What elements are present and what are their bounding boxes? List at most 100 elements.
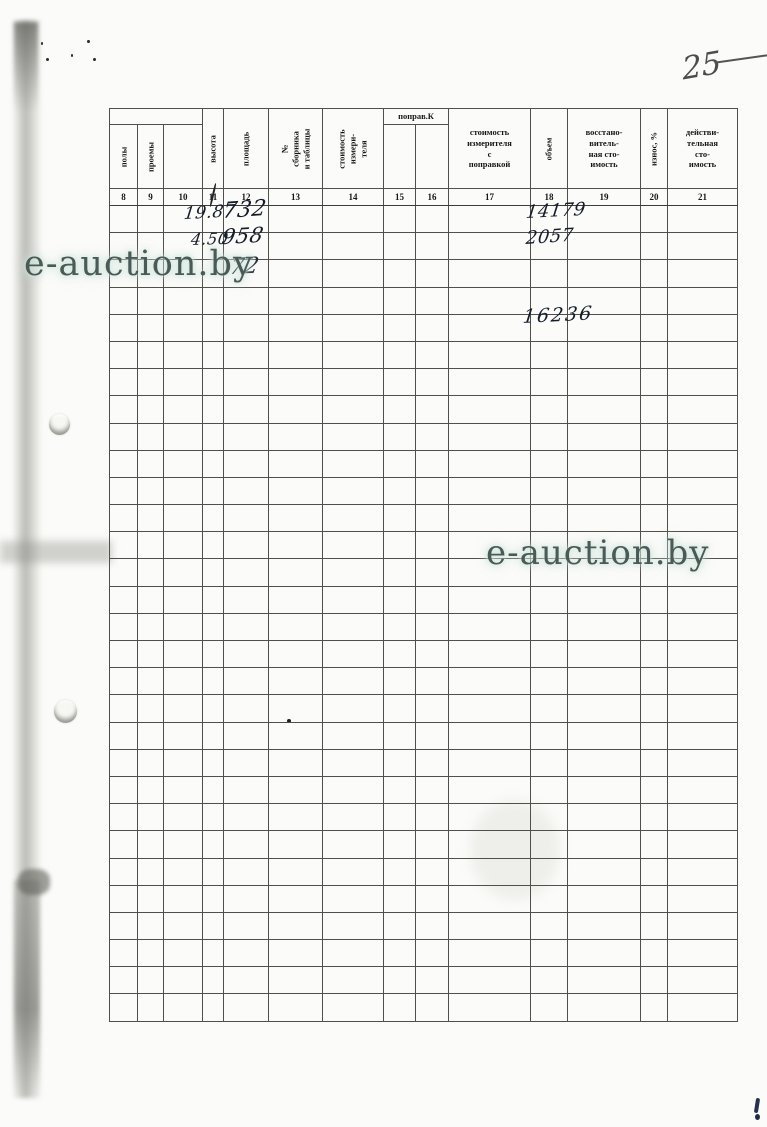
table-cell — [640, 830, 669, 859]
table-cell — [202, 340, 225, 370]
table-cell — [223, 422, 270, 451]
table-cell — [383, 232, 417, 261]
table-cell — [383, 313, 417, 342]
table-cell — [109, 422, 138, 451]
table-cell — [448, 585, 532, 614]
table-cell — [448, 259, 532, 288]
table-cell — [322, 911, 385, 941]
table-cell — [109, 476, 138, 506]
table-cell — [383, 504, 417, 533]
table-cell — [567, 395, 642, 424]
table-cell — [162, 504, 204, 533]
table-cell — [268, 884, 324, 913]
table-cell — [109, 504, 138, 533]
table-cell — [448, 884, 532, 913]
table-cell — [383, 667, 417, 696]
table-cell — [162, 667, 204, 696]
table-cell — [223, 313, 270, 342]
table-cell — [530, 639, 569, 669]
table-cell — [268, 259, 324, 288]
header-col19-replacement-cost: восстано- витель- ная сто- имость — [567, 108, 642, 189]
table-cell — [667, 993, 739, 1022]
table-cell — [322, 395, 385, 424]
table-cell — [567, 612, 642, 642]
table-cell — [530, 504, 569, 533]
table-cell — [530, 721, 569, 750]
table-cell — [667, 204, 739, 234]
table-cell — [530, 340, 569, 370]
table-cell — [567, 504, 642, 533]
table-cell — [202, 966, 225, 995]
table-row — [109, 830, 739, 859]
table-cell — [667, 232, 739, 261]
table-cell — [162, 232, 204, 261]
table-cell — [162, 259, 204, 288]
table-cell — [415, 232, 450, 261]
table-cell — [667, 667, 739, 696]
table-cell — [667, 612, 739, 642]
table-cell — [415, 422, 450, 451]
table-cell — [162, 830, 204, 859]
table-cell — [667, 422, 739, 451]
table-cell — [383, 286, 417, 315]
table-cell — [448, 422, 532, 451]
table-cell — [667, 449, 739, 478]
table-cell — [137, 667, 164, 696]
table-cell — [640, 884, 669, 913]
handwritten-page-number: 25 — [681, 44, 723, 88]
table-cell — [223, 911, 270, 941]
table-cell — [448, 667, 532, 696]
table-cell — [268, 558, 324, 587]
table-cell — [202, 775, 225, 805]
table-cell — [223, 368, 270, 397]
table-cell — [383, 911, 417, 941]
table-row — [109, 939, 739, 968]
table-cell — [415, 395, 450, 424]
table-cell — [567, 259, 642, 288]
table-cell — [137, 775, 164, 805]
table-cell — [322, 721, 385, 750]
table-cell — [448, 939, 532, 968]
table-row — [109, 368, 739, 397]
table-cell — [162, 612, 204, 642]
column-number: 20 — [640, 188, 669, 206]
table-cell — [162, 884, 204, 913]
table-cell — [448, 721, 532, 750]
column-number-row: 8 9 10 11 12 13 14 15 16 17 18 19 20 21 — [109, 188, 739, 206]
table-cell — [667, 966, 739, 995]
table-cell — [322, 939, 385, 968]
table-cell — [383, 993, 417, 1022]
table-cell — [223, 558, 270, 587]
handwritten-value: 2057 — [524, 224, 575, 250]
table-cell — [268, 204, 324, 234]
table-cell — [322, 368, 385, 397]
column-number: 8 — [109, 188, 138, 206]
table-cell — [322, 639, 385, 669]
table-cell — [268, 395, 324, 424]
table-cell — [162, 721, 204, 750]
table-row — [109, 721, 739, 750]
table-cell — [640, 911, 669, 941]
table-row — [109, 993, 739, 1022]
table-cell — [162, 939, 204, 968]
scan-smudge-band — [0, 541, 112, 563]
table-row — [109, 694, 739, 723]
table-cell — [137, 204, 164, 234]
table-cell — [322, 340, 385, 370]
table-cell — [530, 694, 569, 723]
table-cell — [640, 340, 669, 370]
table-cell — [137, 612, 164, 642]
table-cell — [322, 694, 385, 723]
table-cell — [530, 585, 569, 614]
table-row — [109, 775, 739, 805]
table-cell — [202, 612, 225, 642]
table-cell — [448, 449, 532, 478]
table-cell — [667, 884, 739, 913]
table-cell — [109, 993, 138, 1022]
inventory-table: высота площадь № сборника и таблицы стои… — [108, 108, 739, 1022]
table-cell — [109, 368, 138, 397]
table-row — [109, 449, 739, 478]
table-cell — [137, 313, 164, 342]
table-cell — [415, 286, 450, 315]
table-cell — [567, 830, 642, 859]
